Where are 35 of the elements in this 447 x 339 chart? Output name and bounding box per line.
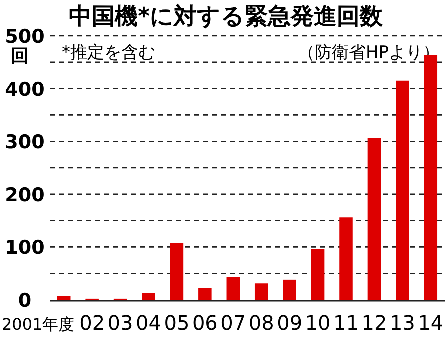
y-tick-label: 100	[5, 237, 45, 260]
x-tick-label: 02	[80, 311, 106, 335]
x-tick-label: 05	[164, 311, 190, 335]
y-axis-title: 回	[11, 46, 29, 67]
bar	[340, 218, 353, 300]
x-tick-label: 11	[334, 311, 359, 335]
bar	[198, 288, 212, 300]
x-tick-label: 14	[418, 311, 444, 335]
x-tick-label: 12	[362, 311, 388, 335]
bar	[368, 138, 382, 300]
y-tick-label: 200	[5, 184, 45, 206]
x-tick-label: 07	[220, 311, 246, 335]
bar	[396, 80, 410, 300]
x-tick-label: 06	[192, 311, 218, 335]
annotation: *推定を含む	[62, 43, 156, 63]
bar	[57, 296, 71, 300]
x-tick-label: 03	[108, 311, 134, 335]
bar	[142, 293, 156, 300]
y-tick-label: 0	[18, 290, 32, 312]
bar	[170, 244, 184, 300]
x-tick-label: 09	[277, 311, 303, 335]
chart-title: 中国機*に対する緊急発進回数	[68, 3, 384, 30]
bar	[311, 249, 325, 300]
y-tick-label: 400	[5, 78, 45, 101]
x-tick-label: 08	[248, 311, 274, 335]
bar	[283, 280, 296, 300]
bar	[254, 284, 268, 300]
x-tick-label: 10	[305, 311, 331, 335]
y-tick-label: 500	[5, 26, 45, 48]
bar	[226, 277, 240, 300]
x-tick-label: 2001年度	[2, 315, 75, 334]
y-tick-label: 300	[5, 132, 45, 154]
x-tick-label: 04	[136, 311, 162, 335]
x-tick-label: 13	[390, 311, 416, 335]
bar	[424, 55, 438, 300]
